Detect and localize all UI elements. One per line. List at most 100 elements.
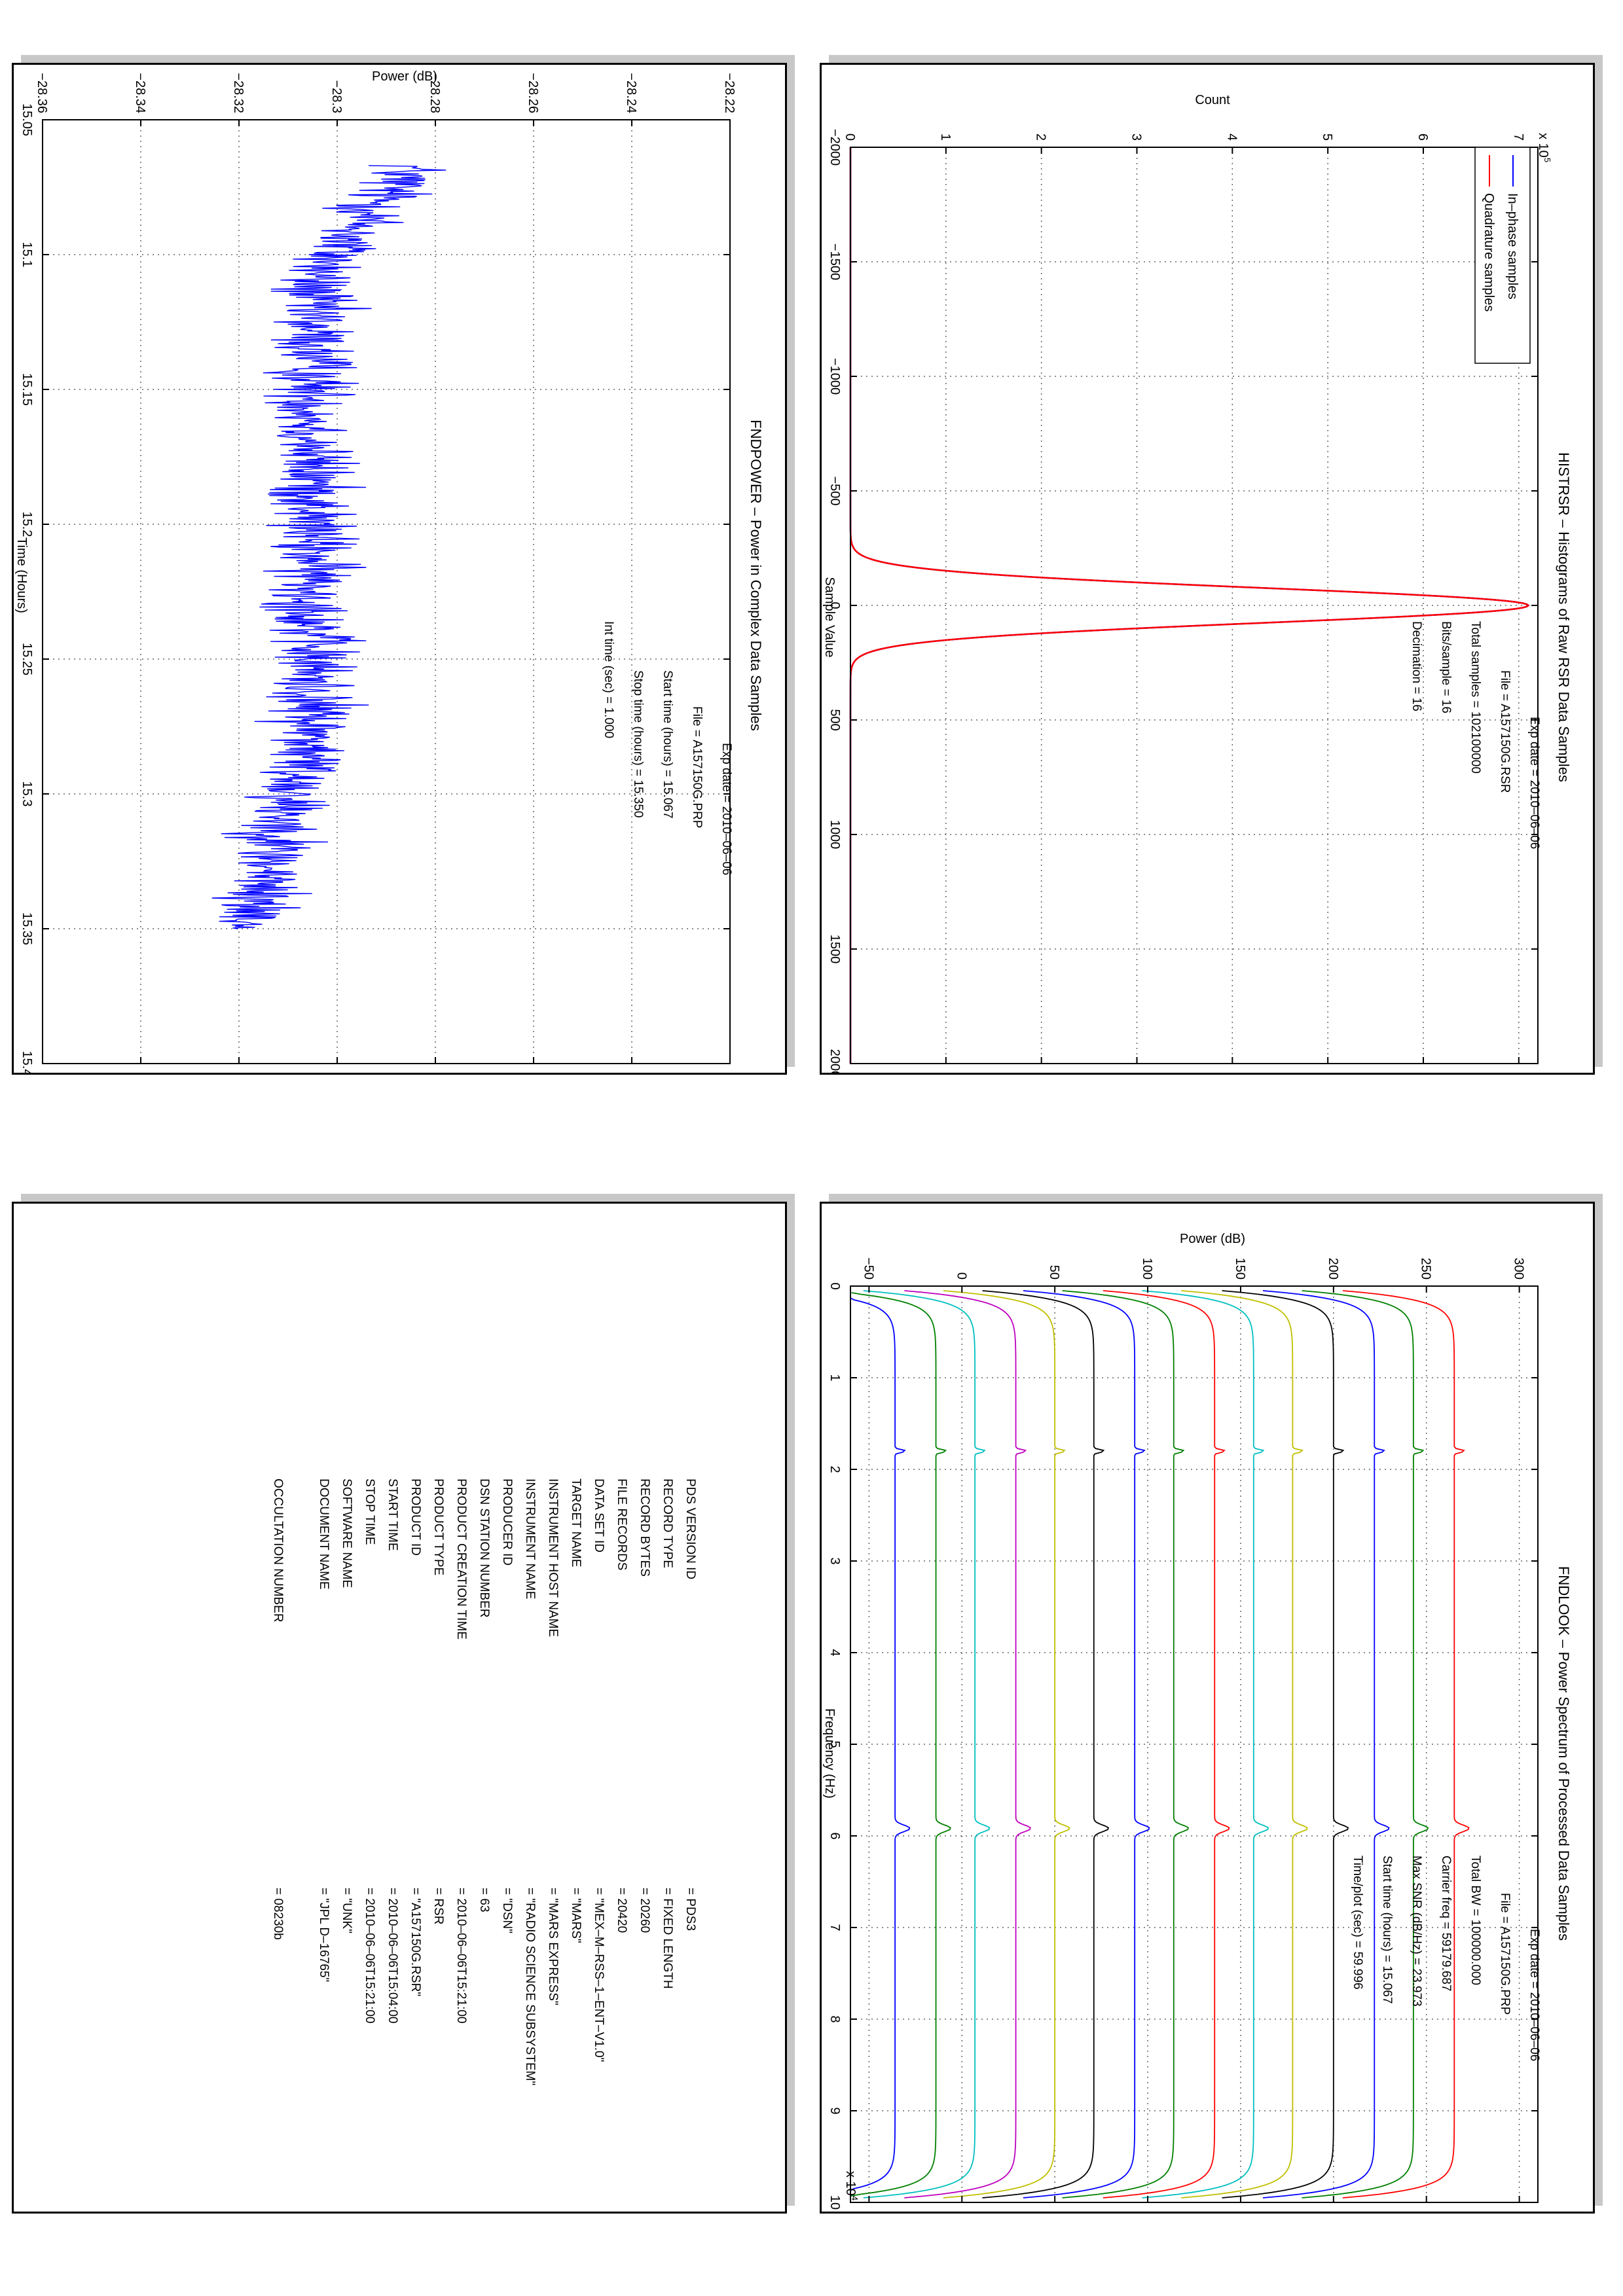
label-key: START TIME bbox=[386, 1479, 399, 1551]
plot-frame bbox=[850, 1285, 1539, 2203]
y-tick-label: −50 bbox=[861, 1257, 875, 1280]
label-key: SOFTWARE NAME bbox=[340, 1479, 354, 1588]
panel-shadow bbox=[21, 1194, 795, 1202]
y-tick-label: 5 bbox=[1320, 134, 1334, 141]
y-tick-label: 100 bbox=[1140, 1258, 1154, 1280]
info-stop-time: Stop time (hours) = 15.350 bbox=[631, 670, 645, 818]
label-value: = "DSN" bbox=[500, 1888, 514, 1933]
label-value: = PDS3 bbox=[684, 1888, 697, 1931]
panel-shadow bbox=[787, 55, 795, 1067]
spectrum-line-12 bbox=[904, 1290, 1031, 2198]
y-axis-label: Power (dB) bbox=[372, 69, 437, 84]
legend-label-inphase: In–phase samples bbox=[1505, 193, 1520, 299]
label-key: PDS VERSION ID bbox=[684, 1479, 697, 1579]
x-tick-label: −2000 bbox=[828, 129, 842, 166]
info-carrier-freq: Carrier freq = 59179.687 bbox=[1439, 1856, 1453, 1992]
plot-frame bbox=[850, 147, 1539, 1064]
x-tick-label: 15.3 bbox=[20, 781, 34, 807]
spectrum-line-4 bbox=[1222, 1290, 1349, 2198]
label-key: PRODUCT CREATION TIME bbox=[454, 1479, 468, 1640]
x-tick-label: 10 bbox=[828, 2195, 842, 2210]
label-value: = 08230b bbox=[271, 1888, 285, 1940]
panel-shadow bbox=[787, 1194, 795, 2206]
label-key: PRODUCT ID bbox=[409, 1479, 422, 1556]
x-tick-label: 500 bbox=[828, 709, 842, 730]
y-tick-label: −28.36 bbox=[35, 73, 49, 113]
label-key: RECORD BYTES bbox=[638, 1479, 651, 1577]
info-file: File = A157150G.RSR bbox=[1498, 670, 1512, 793]
x-tick-label: 7 bbox=[828, 1924, 842, 1931]
spectrum-line-2 bbox=[1302, 1290, 1429, 2198]
spectrum-line-5 bbox=[1181, 1290, 1308, 2198]
info-decimation: Decimation = 16 bbox=[1410, 621, 1423, 711]
power-frame: 15.05 15.1 15.15 15.2 15.25 15.3 15.35 15.4 −28.… bbox=[12, 63, 787, 1075]
panel-shadow bbox=[1595, 1194, 1603, 2206]
spectrum-chart: 0 1 2 3 4 5 6 7 8 9 10 −50 0 50 100 150 200 250 300 FNDLOO… bbox=[822, 1232, 1572, 2210]
spectrum-line-9 bbox=[1023, 1290, 1150, 2198]
spectrum-line-14 bbox=[850, 1291, 951, 2198]
x-exponent-label: x 104 bbox=[843, 2171, 860, 2200]
y-tick-label: 0 bbox=[843, 134, 857, 141]
y-tick-label: 50 bbox=[1047, 1265, 1061, 1280]
y-tick-label: 300 bbox=[1512, 1258, 1526, 1280]
info-time-plot: Time/plot (sec) = 59.996 bbox=[1351, 1856, 1364, 1990]
spectrum-line-6 bbox=[1142, 1290, 1269, 2198]
info-int-time: Int time (sec) = 1.000 bbox=[602, 621, 615, 738]
x-tick-label: 2 bbox=[828, 1465, 842, 1473]
label-value: = "MEX–M–RSS–1–ENT–V1.0" bbox=[592, 1888, 606, 2062]
y-axis-label: Count bbox=[1195, 93, 1230, 107]
panel-shadow bbox=[1595, 55, 1603, 1067]
label-key: DOCUMENT NAME bbox=[317, 1479, 331, 1590]
x-axis-label: Time (Hours) bbox=[14, 537, 29, 613]
histogram-chart: −2000 −1500 −1000 −500 0 500 1000 1500 2000 0 1 2 3 4… bbox=[822, 93, 1572, 1073]
label-key: STOP TIME bbox=[363, 1479, 376, 1545]
info-start-time: Start time (hours) = 15.067 bbox=[661, 670, 674, 819]
info-exp-date: Exp date = 2010–06–06 bbox=[1527, 717, 1541, 849]
label-key: FILE RECORDS bbox=[615, 1479, 629, 1570]
x-tick-label: 1500 bbox=[828, 935, 842, 964]
label-key: PRODUCER ID bbox=[500, 1479, 514, 1566]
info-exp-date: Exp date = 2010–06–06 bbox=[1527, 1929, 1541, 2061]
label-value: = "MARS" bbox=[569, 1888, 583, 1943]
x-axis-label: Frequency (Hz) bbox=[822, 1708, 837, 1799]
label-value: = RSR bbox=[431, 1888, 445, 1925]
spectrum-line-7 bbox=[1103, 1290, 1230, 2198]
info-box: Exp date = 2010–06–06 File = A157150G.PR… bbox=[1351, 1856, 1541, 2061]
info-file: File = A157150G.PRP bbox=[1498, 1893, 1512, 2015]
y-tick-label: −28.28 bbox=[428, 73, 442, 113]
x-axis-label: Sample Value bbox=[822, 577, 837, 657]
legend: In–phase samples Quadrature samples bbox=[1474, 147, 1531, 364]
info-box: Exp date = 2010–06–06 File = A157150G.RS… bbox=[1410, 621, 1541, 849]
label-value: = 20420 bbox=[615, 1888, 629, 1933]
y-tick-label: −28.34 bbox=[133, 73, 147, 113]
x-tick-label: 9 bbox=[828, 2107, 842, 2114]
spectrum-frame: 0 1 2 3 4 5 6 7 8 9 10 −50 0 50 100 150 200 250 300 FNDLOO… bbox=[820, 1202, 1595, 2214]
plot-frame bbox=[42, 119, 731, 1064]
info-start-time: Start time (hours) = 15.067 bbox=[1380, 1856, 1394, 2004]
x-tick-label: 1000 bbox=[828, 820, 842, 850]
y-axis-label: Power (dB) bbox=[1180, 1232, 1245, 1246]
x-tick-label: 5 bbox=[828, 1740, 842, 1748]
histogram-panel: −2000 −1500 −1000 −500 0 500 1000 1500 2000 0 1 2 3 4… bbox=[820, 55, 1603, 1075]
y-tick-label: −28.3 bbox=[329, 80, 344, 113]
x-tick-label: 0 bbox=[828, 1282, 842, 1289]
y-tick-label: 6 bbox=[1415, 134, 1430, 141]
x-tick-label: 15.4 bbox=[20, 1051, 34, 1073]
label-key: OCCULTATION NUMBER bbox=[271, 1479, 285, 1623]
y-tick-label: −28.24 bbox=[624, 73, 638, 113]
chart-title: HISTRSR – Histograms of Raw RSR Data Sam… bbox=[1556, 452, 1572, 782]
label-value: = 2010–06–06T15:21:00 bbox=[363, 1888, 376, 2024]
label-key: INSTRUMENT HOST NAME bbox=[546, 1479, 560, 1637]
x-tick-label: 15.1 bbox=[20, 242, 34, 268]
y-exponent-label: x 105 bbox=[1536, 133, 1552, 162]
label-key: PRODUCT TYPE bbox=[431, 1479, 445, 1575]
label-key: TARGET NAME bbox=[569, 1479, 583, 1567]
label-value: = 2010–06–06T15:21:00 bbox=[454, 1888, 468, 2024]
y-tick-label: 1 bbox=[938, 134, 953, 141]
label-key: DSN STATION NUMBER bbox=[477, 1479, 491, 1618]
x-tick-label: 4 bbox=[828, 1649, 842, 1656]
x-tick-label: 2000 bbox=[828, 1049, 842, 1073]
y-tick-label: 150 bbox=[1233, 1258, 1247, 1280]
x-tick-label: 6 bbox=[828, 1832, 842, 1839]
info-box: Exp date = 2010–06–06 File = A157150G.PR… bbox=[602, 621, 733, 875]
